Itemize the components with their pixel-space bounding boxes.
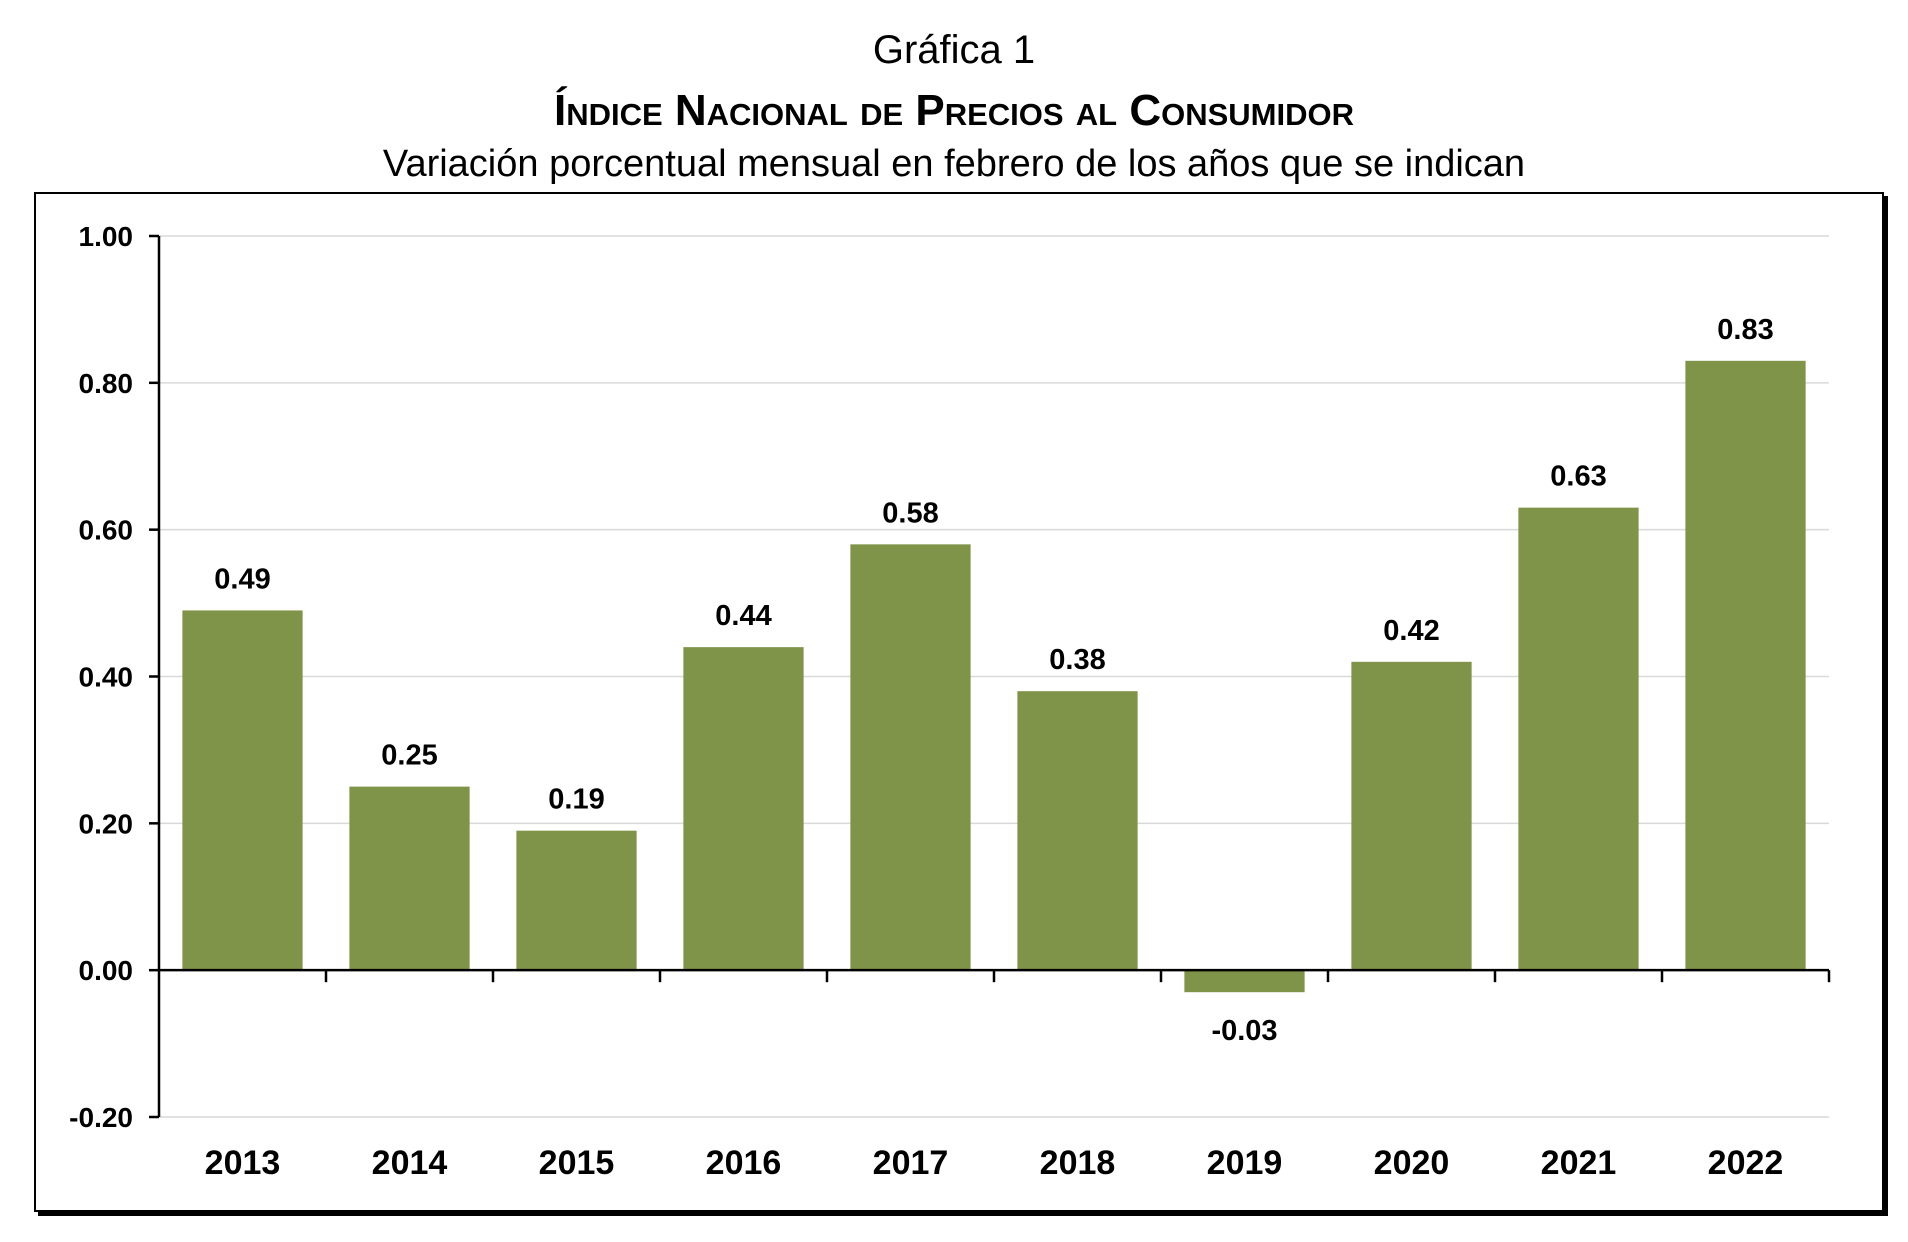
data-label: 0.63 [1550, 461, 1606, 493]
x-tick-label: 2013 [205, 1144, 281, 1182]
x-tick-label: 2015 [539, 1144, 615, 1182]
x-tick-label: 2022 [1708, 1144, 1784, 1182]
y-tick-label: 0.60 [79, 515, 134, 546]
bar-2021 [1518, 507, 1639, 971]
chart-frame [34, 192, 1884, 1212]
x-tick-label: 2014 [372, 1144, 448, 1182]
y-tick-label: 0.40 [79, 662, 134, 693]
y-tick-label: -0.20 [69, 1102, 133, 1133]
bar-2022 [1685, 360, 1806, 971]
bar-2020 [1351, 661, 1472, 971]
x-tick-label: 2021 [1541, 1144, 1617, 1182]
x-tick-label: 2016 [706, 1144, 782, 1182]
x-tick-label: 2017 [873, 1144, 949, 1182]
data-label: 0.25 [381, 740, 437, 772]
data-label: 0.38 [1049, 644, 1105, 676]
chart-main-title: Índice Nacional de Precios al Consumidor [553, 86, 1355, 135]
y-tick-label: 1.00 [79, 221, 134, 252]
bar-2015 [516, 830, 637, 971]
chart-title: Gráfica 1 [872, 28, 1036, 72]
y-tick-label: 0.80 [79, 368, 134, 399]
data-label: 0.19 [548, 784, 604, 816]
data-label: 0.42 [1383, 615, 1439, 647]
data-label: 0.44 [715, 600, 771, 632]
bar-2013 [182, 610, 303, 971]
bar-2016 [683, 647, 804, 971]
data-label: -0.03 [1211, 1015, 1277, 1047]
chart-subtitle: Variación porcentual mensual en febrero … [382, 143, 1526, 185]
x-tick-label: 2018 [1040, 1144, 1116, 1182]
x-tick-label: 2020 [1374, 1144, 1450, 1182]
data-label: 0.83 [1717, 314, 1773, 346]
bar-2014 [349, 786, 470, 971]
x-tick-label: 2019 [1207, 1144, 1283, 1182]
y-tick-label: 0.20 [79, 808, 134, 839]
data-label: 0.58 [882, 497, 938, 529]
bar-2019 [1184, 970, 1305, 993]
bar-2018 [1017, 691, 1138, 971]
bar-2017 [850, 544, 971, 971]
y-tick-label: 0.00 [79, 955, 134, 986]
data-label: 0.49 [214, 563, 270, 595]
